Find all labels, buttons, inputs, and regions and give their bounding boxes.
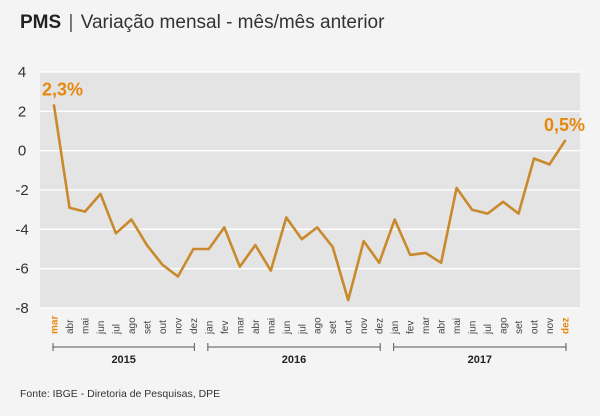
x-tick-label: nov [545, 318, 556, 334]
data-label: 0,5% [544, 115, 585, 135]
data-label: 2,3% [42, 79, 83, 99]
x-tick-label: out [344, 320, 355, 334]
x-tick-label: mai [266, 318, 277, 334]
x-tick-label: jan [390, 321, 401, 335]
year-label: 2015 [111, 354, 135, 366]
x-tick-label: ago [313, 317, 324, 334]
x-tick-label: mar [235, 316, 246, 334]
x-tick-label: mai [80, 318, 91, 334]
y-tick-label: -6 [15, 261, 28, 278]
x-tick-label: set [328, 320, 339, 334]
x-tick-label: jun [96, 321, 107, 335]
x-tick-label: ago [499, 317, 510, 334]
x-tick-label: abr [65, 319, 76, 334]
series-line [52, 104, 567, 302]
x-tick-label: fev [406, 321, 417, 334]
x-tick-label: nov [173, 318, 184, 334]
x-tick-label: jul [297, 324, 308, 335]
title-strong: PMS [20, 12, 62, 33]
x-tick-label: nov [359, 318, 370, 334]
y-tick-label: -2 [15, 182, 28, 199]
x-tick-label: out [530, 320, 541, 334]
chart-title: PMS | Variação mensal - mês/mês anterior [20, 12, 384, 34]
x-tick-label: dez [189, 318, 200, 334]
year-label: 2016 [282, 354, 306, 366]
x-tick-label: abr [251, 319, 262, 334]
x-tick-label: out [158, 320, 169, 334]
x-tick-label: jul [483, 324, 494, 335]
x-tick-label: mai [452, 318, 463, 334]
x-tick-label: jun [282, 321, 293, 335]
y-tick-label: -8 [15, 300, 28, 317]
x-tick-label: fev [220, 321, 231, 334]
title-text: Variação mensal - mês/mês anterior [80, 12, 385, 33]
x-tick-label: set [514, 320, 525, 334]
y-tick-label: 2 [18, 103, 26, 120]
y-tick-label: 0 [18, 143, 26, 160]
x-tick-label: dez [375, 318, 386, 334]
x-tick-label: jan [204, 321, 215, 335]
x-tick-label: ago [127, 317, 138, 334]
source-note: Fonte: IBGE - Diretoria de Pesquisas, DP… [20, 388, 221, 400]
x-tick-label: jun [468, 321, 479, 335]
y-tick-label: -4 [15, 221, 28, 238]
x-tick-label: jul [111, 324, 122, 335]
year-label: 2017 [468, 354, 492, 366]
y-tick-label: 4 [18, 64, 26, 81]
x-tick-label: mar [421, 316, 432, 334]
x-tick-label: set [142, 320, 153, 334]
x-tick-label: abr [437, 319, 448, 334]
x-tick-label: mar [50, 316, 61, 334]
title-separator: | [68, 12, 74, 33]
x-tick-label: dez [561, 317, 572, 334]
